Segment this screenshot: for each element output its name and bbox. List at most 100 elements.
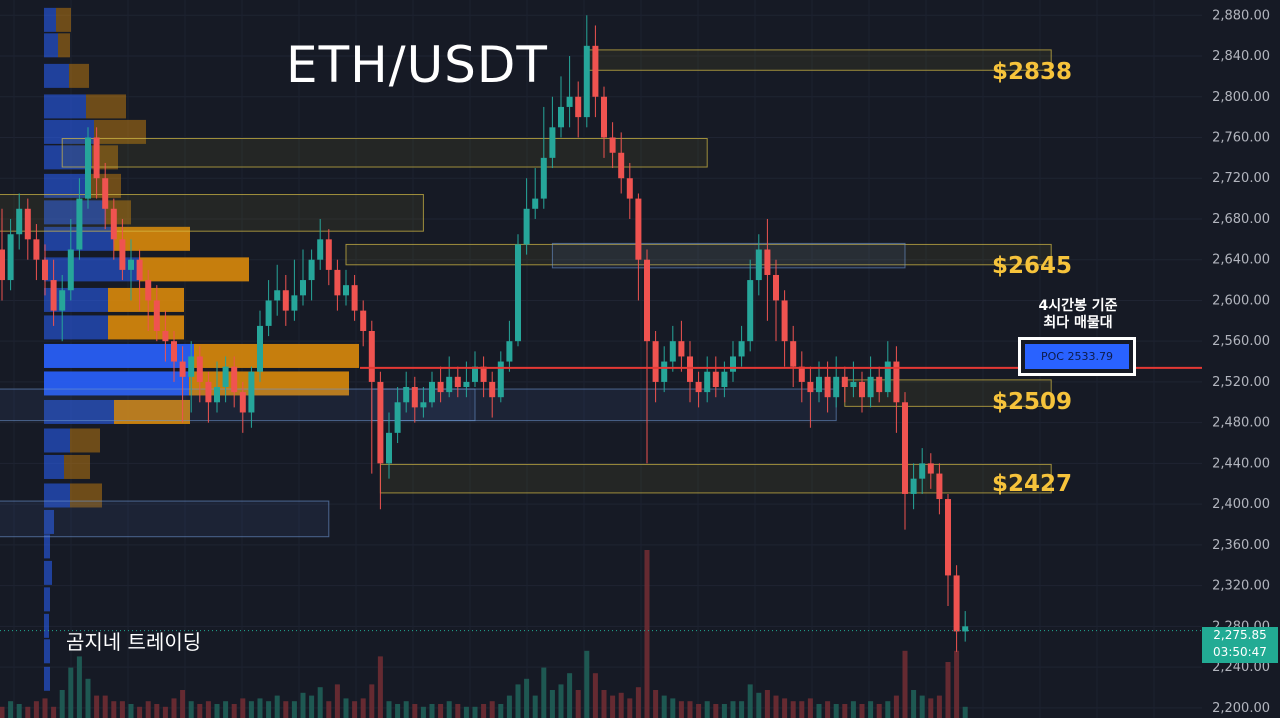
candle-body [945,499,951,576]
candle-body [437,381,444,393]
y-axis-tick-label: 2,720.00 [1212,171,1270,186]
volume-bar [558,684,564,718]
volume-bar [850,701,856,718]
volume-bar [386,701,392,718]
candle-body [807,381,814,393]
candle-body [265,300,272,326]
candle-body [721,371,728,388]
resistance-zone [345,243,1052,266]
volume-profile-sell-bar [94,119,146,144]
volume-bar [68,667,74,718]
volume-bar [455,704,461,718]
y-axis-tick-label: 2,640.00 [1212,253,1270,268]
candle-body [669,341,676,362]
candle-body [33,239,40,260]
volume-bar [429,704,435,718]
volume-bar [334,684,340,718]
candle-body [790,341,797,367]
candle-body [730,356,736,372]
volume-bar [481,704,487,718]
volume-profile-buy-bar [44,94,86,119]
candle-body [798,366,805,382]
candle-body [317,239,324,260]
candle-body [592,45,599,97]
candle-body [902,402,908,494]
candle-body [506,341,513,362]
volume-bar [687,701,693,718]
candle-body [360,310,367,331]
support-zone [0,500,330,538]
candle-body [102,178,109,209]
volume-profile-buy-bar [44,33,58,58]
y-axis-tick-label: 2,320.00 [1212,579,1270,594]
candle-body [773,274,779,301]
volume-bar [274,695,280,718]
volume-bar [893,695,899,718]
volume-bar [833,704,839,718]
volume-profile-buy-bar [44,534,50,559]
volume-bar [575,690,581,718]
volume-profile-buy-bar [44,173,88,198]
volume-profile-buy-bar [44,613,49,638]
volume-bar [842,704,848,718]
volume-bar [498,704,504,718]
candle-body [162,330,169,342]
candle-body [601,96,607,138]
candle-body [136,259,143,281]
volume-bar [584,650,590,718]
volume-bar [472,706,478,718]
candle-body [420,402,427,408]
volume-bar [248,701,254,718]
candle-body [0,249,5,281]
candle-body [515,244,521,342]
volume-bar [902,650,908,718]
candle-body [953,575,960,632]
support-zone [551,242,906,269]
volume-bar [446,701,452,718]
volume-profile-buy-bar [44,63,69,88]
volume-bar [601,690,607,718]
volume-bar [592,673,598,718]
volume-profile-buy-bar [44,145,92,170]
candle-body [540,157,547,199]
volume-bar [653,690,659,718]
candle-body [747,280,754,342]
y-axis-tick-label: 2,880.00 [1212,8,1270,23]
candle-body [188,356,195,377]
volume-bar [618,692,624,718]
candle-body [661,361,668,382]
candle-body [239,392,246,413]
candle-body [59,290,66,311]
volume-bar [369,684,375,718]
candle-body [282,290,289,311]
poc-label-text: POC [1041,350,1064,363]
volume-profile-sell-bar [194,343,359,368]
candle-body [16,208,23,235]
candle-body [403,387,410,403]
candle-body [377,381,384,464]
volume-bar [678,701,684,718]
poc-highlight-box: POC 2533.79 [1018,337,1136,376]
volume-profile-buy-bar [44,119,94,144]
resistance-zone [61,138,708,168]
volume-bar [395,704,401,718]
candle-body [781,300,788,342]
level-label-2427: $2427 [992,471,1073,497]
candle-body [67,249,74,291]
volume-bar [119,701,125,718]
level-label-2838: $2838 [992,59,1073,85]
candle-body [687,356,693,382]
candle-body [110,208,117,240]
candle-body [128,259,134,270]
volume-bar [85,678,91,718]
volume-bar [721,704,727,718]
y-axis-tick-label: 2,200.00 [1212,701,1270,716]
volume-bar [936,695,942,718]
level-label-2645: $2645 [992,253,1073,279]
volume-bar [326,701,332,718]
volume-profile-sell-bar [56,7,71,32]
volume-bar [94,695,100,718]
candle-body [523,208,530,245]
